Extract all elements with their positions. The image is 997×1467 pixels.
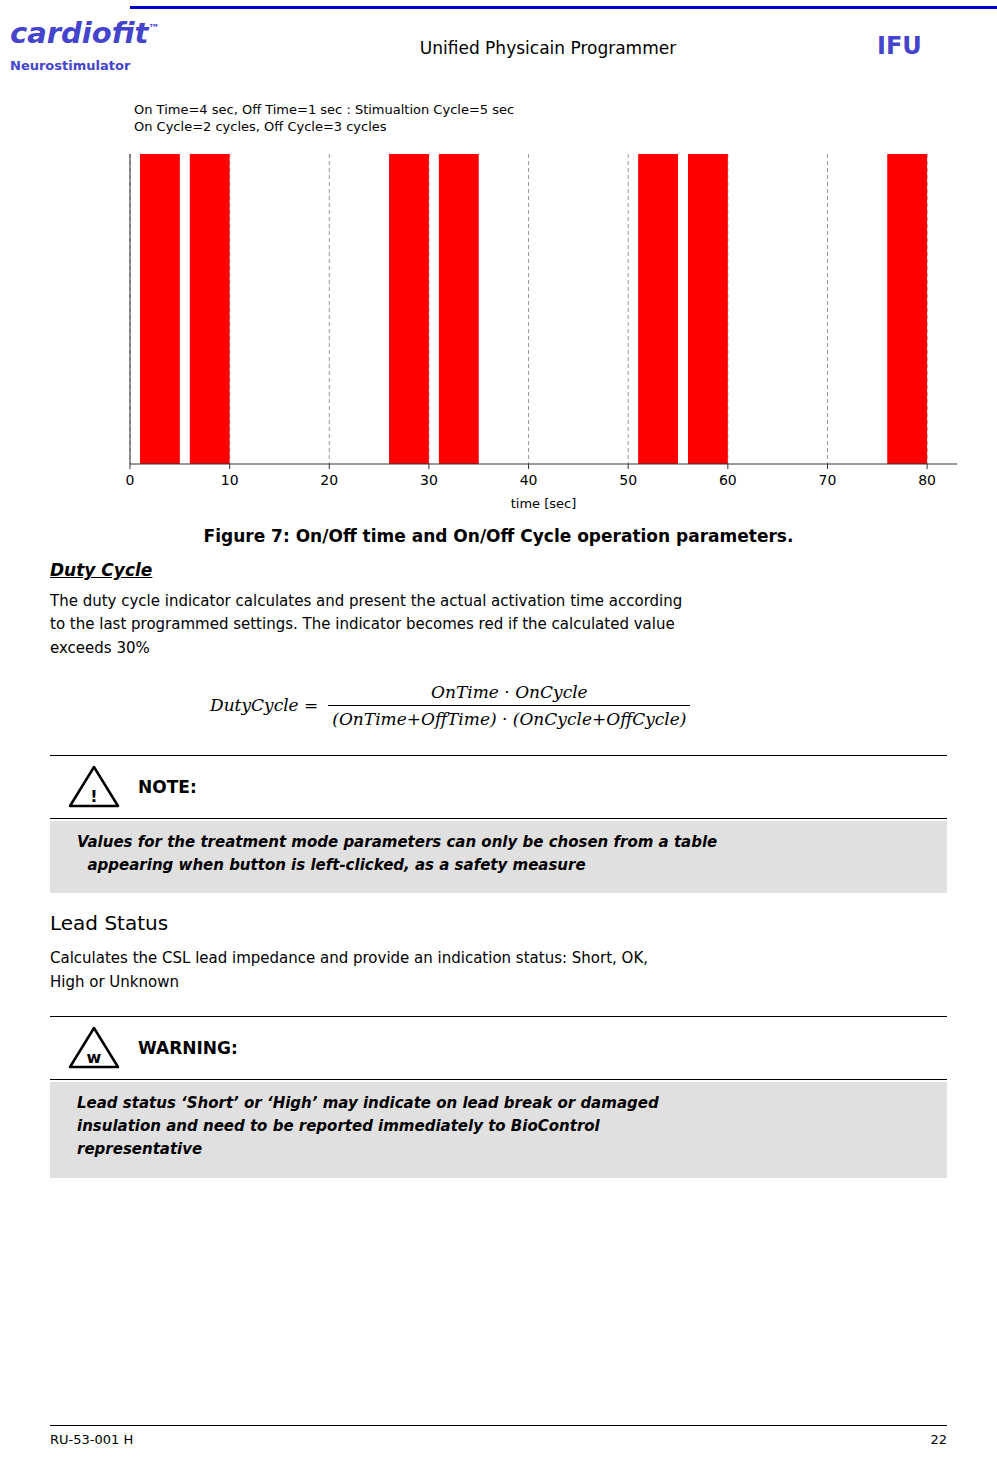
x-tick — [528, 464, 529, 469]
chart: On Time=4 sec, Off Time=1 sec : Stimualt… — [0, 92, 997, 522]
x-tick — [329, 464, 330, 469]
header: cardiofit™ Neurostimulator Unified Physica… — [0, 0, 997, 92]
page-title-right: IFU — [877, 32, 922, 60]
triangle-symbol: ! — [90, 787, 97, 806]
callout-label: NOTE: — [138, 777, 197, 797]
bar — [688, 154, 728, 464]
warning-triangle: w — [64, 1023, 124, 1073]
grid-line — [628, 154, 629, 464]
grid-line — [329, 154, 330, 464]
footer: RU-53-001 H 22 — [50, 1425, 947, 1447]
x-tick-label: 0 — [126, 472, 135, 488]
logo-mark: ™ — [148, 22, 159, 35]
x-axis — [130, 464, 957, 465]
header-line — [130, 6, 997, 9]
bar — [638, 154, 678, 464]
x-tick — [827, 464, 828, 469]
formula-lhs: DutyCycle = — [210, 695, 318, 715]
grid-line — [528, 154, 529, 464]
warning-triangle: ! — [64, 762, 124, 812]
bar — [140, 154, 180, 464]
page: cardiofit™ Neurostimulator Unified Physica… — [0, 0, 997, 1178]
note-header: ! NOTE: — [50, 756, 947, 819]
triangle-outline — [70, 1028, 118, 1067]
formula-numerator: OnTime · OnCycle — [328, 682, 690, 706]
section-title: Lead Status — [50, 911, 947, 935]
grid-line — [827, 154, 828, 464]
annotation: On Time=4 sec, Off Time=1 sec : Stimualt… — [134, 102, 514, 134]
callout-body: Values for the treatment mode parameters… — [50, 821, 947, 894]
callout-label: WARNING: — [138, 1038, 238, 1058]
x-tick-label: 10 — [221, 472, 239, 488]
logo: cardiofit™ — [10, 16, 159, 50]
x-tick-label: 50 — [619, 472, 637, 488]
triangle-symbol: w — [87, 1048, 102, 1067]
x-tick — [628, 464, 629, 469]
formula-fraction: OnTime · OnCycle(OnTime+OffTime) · (OnCy… — [328, 682, 690, 729]
triangle-outline — [70, 767, 118, 806]
section-body: Calculates the CSL lead impedance and pr… — [50, 947, 947, 994]
y-axis — [130, 154, 131, 464]
callout-body: Lead status ‘Short’ or ‘High’ may indica… — [50, 1082, 947, 1178]
section-body: The duty cycle indicator calculates and … — [50, 590, 947, 660]
bar — [887, 154, 927, 464]
section-title: Duty Cycle — [50, 560, 947, 580]
x-tick-label: 20 — [320, 472, 338, 488]
warning-header: w WARNING: — [50, 1017, 947, 1080]
content: Duty Cycle The duty cycle indicator calcu… — [50, 560, 947, 1178]
formula-denominator: (OnTime+OffTime) · (OnCycle+OffCycle) — [328, 706, 690, 729]
logo-text: cardiofit — [10, 16, 148, 50]
page-title: Unified Physicain Programmer — [348, 38, 748, 58]
x-tick — [727, 464, 728, 469]
footer-left: RU-53-001 H — [50, 1432, 133, 1447]
figure-caption: Figure 7: On/Off time and On/Off Cycle o… — [0, 526, 997, 546]
footer-right: 22 — [930, 1432, 947, 1447]
bars — [140, 154, 927, 464]
x-tick-label: 60 — [719, 472, 737, 488]
x-tick-label: 40 — [520, 472, 538, 488]
x-axis-label: time [sec] — [511, 496, 577, 511]
x-tick-label: 70 — [819, 472, 837, 488]
bar — [190, 154, 230, 464]
x-tick — [927, 464, 928, 469]
bar — [439, 154, 479, 464]
grid-line — [130, 154, 131, 464]
bar — [389, 154, 429, 464]
x-tick-label: 30 — [420, 472, 438, 488]
x-tick — [130, 464, 131, 469]
formula: DutyCycle = OnTime · OnCycle(OnTime+OffTi… — [210, 682, 947, 729]
x-tick — [229, 464, 230, 469]
x-tick — [428, 464, 429, 469]
x-tick-label: 80 — [918, 472, 936, 488]
logo-subtitle: Neurostimulator — [10, 58, 130, 73]
